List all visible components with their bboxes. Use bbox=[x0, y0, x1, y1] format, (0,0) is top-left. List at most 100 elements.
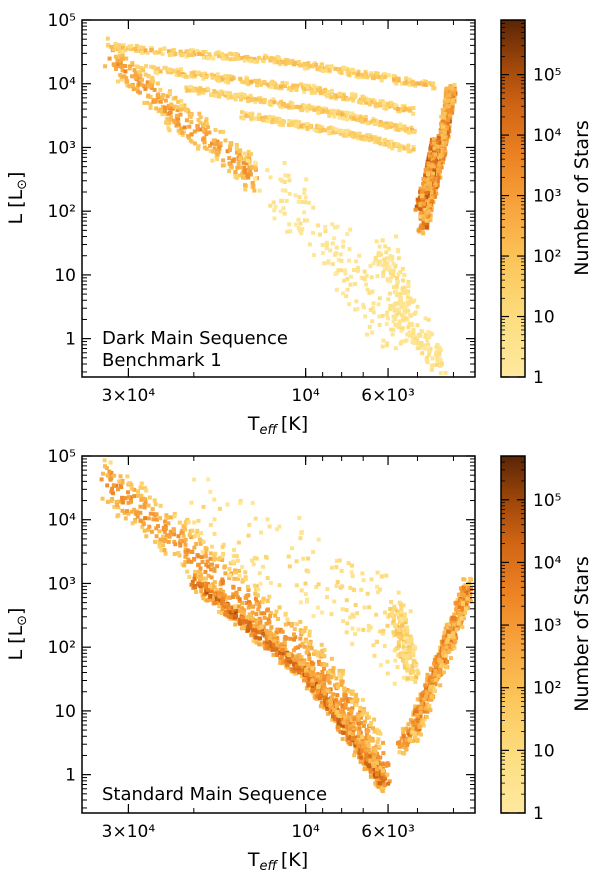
heatmap-cell bbox=[180, 71, 185, 76]
heatmap-cell bbox=[270, 56, 275, 61]
heatmap-cell bbox=[302, 660, 307, 665]
heatmap-cell bbox=[200, 52, 205, 57]
heatmap-cell bbox=[177, 553, 182, 558]
heatmap-cell bbox=[375, 727, 380, 732]
heatmap-cell bbox=[135, 86, 140, 91]
heatmap-cell bbox=[275, 627, 280, 632]
heatmap-cell bbox=[388, 307, 392, 312]
heatmap-cell bbox=[453, 638, 458, 643]
heatmap-cell bbox=[387, 104, 391, 109]
heatmap-cell bbox=[143, 516, 148, 521]
heatmap-cell bbox=[435, 657, 440, 661]
heatmap-cell bbox=[186, 109, 191, 114]
heatmap-cell bbox=[375, 740, 380, 744]
heatmap-cell bbox=[280, 80, 285, 85]
heatmap-cell bbox=[319, 125, 323, 130]
heatmap-cell bbox=[139, 82, 144, 87]
heatmap-cell bbox=[249, 152, 254, 157]
heatmap-cell bbox=[352, 736, 357, 741]
heatmap-cell bbox=[310, 666, 315, 671]
heatmap-cell bbox=[207, 52, 212, 57]
heatmap-cell bbox=[144, 64, 148, 69]
heatmap-cell bbox=[236, 92, 241, 97]
heatmap-cell bbox=[398, 124, 403, 129]
heatmap-cell bbox=[388, 607, 393, 611]
heatmap-cell bbox=[346, 561, 351, 566]
heatmap-cell bbox=[347, 302, 352, 307]
heatmap-cell bbox=[425, 690, 430, 695]
heatmap-cell bbox=[429, 190, 434, 195]
heatmap-cell bbox=[238, 500, 242, 505]
heatmap-cell bbox=[324, 246, 329, 251]
heatmap-cell bbox=[155, 81, 160, 86]
heatmap-cell bbox=[356, 721, 361, 726]
heatmap-cell bbox=[116, 513, 121, 518]
heatmap-cell bbox=[254, 97, 259, 102]
heatmap-cell bbox=[352, 727, 356, 732]
heatmap-cell bbox=[429, 332, 434, 337]
heatmap-cell bbox=[231, 609, 236, 613]
heatmap-cell bbox=[306, 65, 311, 70]
heatmap-cell bbox=[268, 641, 272, 646]
heatmap-cell bbox=[140, 50, 144, 55]
heatmap-cell bbox=[298, 661, 303, 666]
heatmap-cell bbox=[202, 71, 206, 76]
heatmap-cell bbox=[423, 335, 428, 339]
heatmap-cell bbox=[262, 80, 267, 84]
heatmap-cell bbox=[183, 537, 188, 542]
heatmap-cell bbox=[391, 103, 396, 108]
heatmap-cell bbox=[186, 53, 191, 58]
heatmap-cell bbox=[243, 570, 248, 575]
heatmap-cell bbox=[418, 333, 423, 338]
heatmap-cell bbox=[166, 125, 171, 130]
heatmap-cell bbox=[450, 631, 455, 636]
heatmap-cell bbox=[231, 554, 236, 559]
heatmap-cell bbox=[334, 584, 339, 588]
heatmap-cell bbox=[387, 268, 392, 273]
heatmap-cell bbox=[399, 736, 404, 741]
heatmap-cell bbox=[307, 641, 312, 646]
heatmap-cell bbox=[352, 753, 357, 758]
heatmap-cell bbox=[116, 505, 121, 510]
heatmap-cell bbox=[424, 218, 429, 223]
heatmap-cell bbox=[185, 569, 190, 574]
heatmap-cell bbox=[201, 90, 206, 95]
heatmap-cell bbox=[264, 628, 269, 633]
heatmap-cell bbox=[343, 702, 348, 707]
heatmap-cell bbox=[353, 603, 358, 607]
heatmap-cell bbox=[241, 160, 246, 165]
heatmap-cell bbox=[422, 717, 427, 722]
heatmap-cell bbox=[410, 323, 415, 327]
heatmap-cell bbox=[429, 695, 434, 700]
heatmap-cell bbox=[363, 118, 368, 123]
heatmap-cell bbox=[450, 105, 455, 110]
heatmap-cell bbox=[385, 141, 390, 146]
heatmap-cell bbox=[441, 160, 445, 165]
heatmap-cell bbox=[311, 205, 316, 210]
heatmap-cell bbox=[380, 789, 385, 794]
heatmap-cell bbox=[348, 615, 353, 620]
heatmap-cell bbox=[349, 709, 354, 713]
heatmap-cell bbox=[250, 500, 255, 505]
heatmap-cell bbox=[227, 74, 232, 79]
heatmap-cell bbox=[163, 109, 168, 114]
heatmap-cell bbox=[320, 610, 325, 615]
heatmap-cell bbox=[378, 781, 382, 786]
heatmap-cell bbox=[331, 669, 336, 674]
heatmap-cell bbox=[321, 89, 326, 94]
heatmap-cell bbox=[410, 739, 415, 744]
heatmap-cell bbox=[145, 100, 150, 105]
heatmap-cell bbox=[157, 50, 162, 55]
heatmap-cell bbox=[245, 173, 250, 178]
heatmap-cell bbox=[107, 469, 112, 474]
heatmap-cell bbox=[454, 627, 459, 632]
heatmap-cell bbox=[348, 724, 353, 729]
heatmap-cell bbox=[238, 156, 243, 161]
heatmap-cell bbox=[452, 87, 457, 92]
heatmap-cell bbox=[266, 607, 270, 612]
heatmap-cell bbox=[289, 88, 294, 93]
heatmap-cell bbox=[385, 266, 390, 271]
heatmap-cell bbox=[395, 623, 400, 628]
heatmap-cell bbox=[195, 528, 200, 533]
heatmap-cell bbox=[461, 592, 466, 597]
